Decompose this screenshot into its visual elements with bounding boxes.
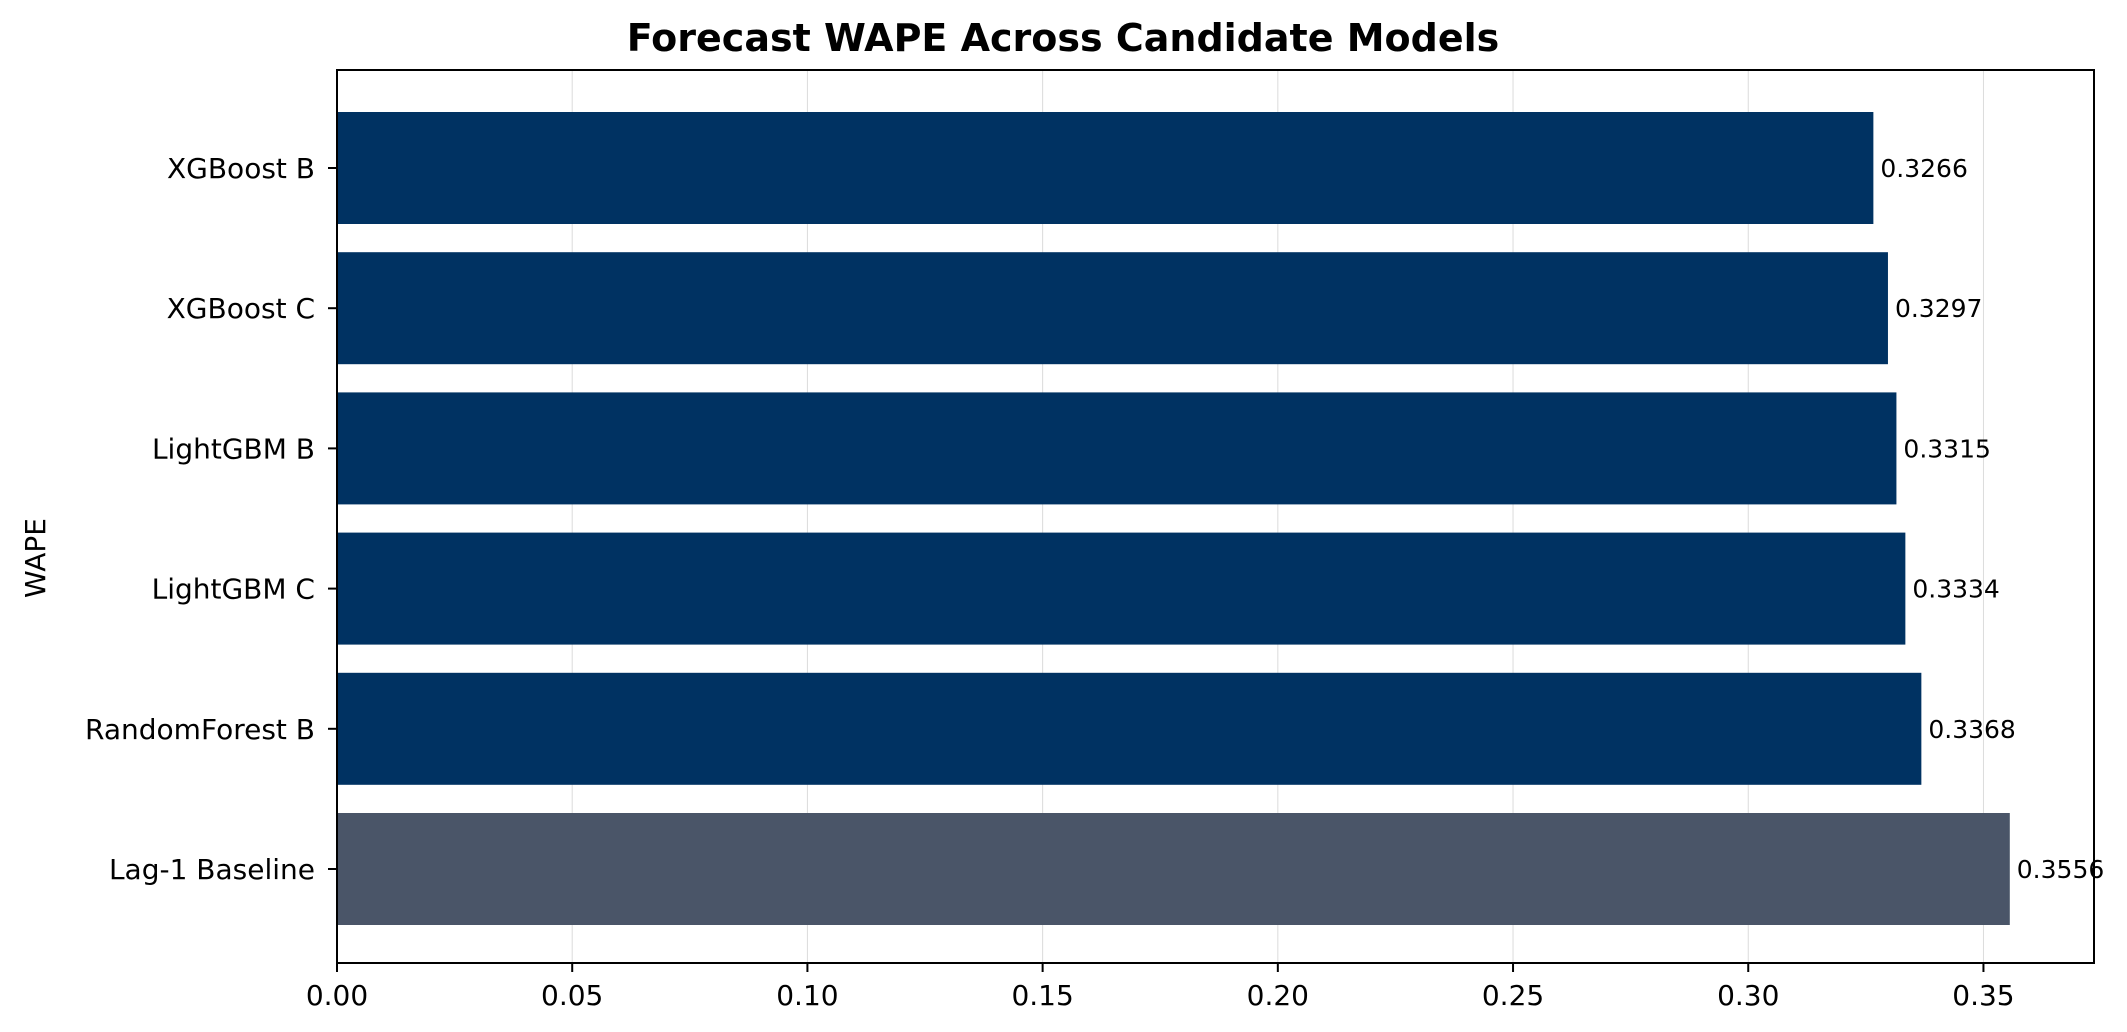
x-tick-label: 0.15 <box>1011 979 1073 1012</box>
y-tick-label: RandomForest B <box>85 713 315 746</box>
x-tick-label: 0.25 <box>1482 979 1544 1012</box>
bars <box>337 112 2010 925</box>
bar-value-label: 0.3368 <box>1928 715 2015 744</box>
plot-area-frame <box>336 69 2095 964</box>
bar <box>337 532 1906 645</box>
y-tick-label: XGBoost C <box>167 292 315 325</box>
bar-value-label: 0.3556 <box>2017 855 2104 884</box>
bar-value-label: 0.3315 <box>1903 434 1990 463</box>
chart-title: Forecast WAPE Across Candidate Models <box>627 16 1499 60</box>
x-tick-label: 0.10 <box>776 979 838 1012</box>
y-tick-label: LightGBM C <box>152 573 315 606</box>
x-tick-label: 0.05 <box>541 979 603 1012</box>
data-labels: 0.3266 0.3297 0.3315 0.3334 0.3368 0.3556 <box>1880 154 2104 884</box>
x-tick-label: 0.20 <box>1247 979 1309 1012</box>
y-axis: XGBoost B XGBoost C LightGBM B LightGBM C Ra… <box>85 152 337 886</box>
y-tick-label: LightGBM B <box>152 432 315 465</box>
bar-value-label: 0.3266 <box>1880 154 1967 183</box>
x-axis: 0.00 0.05 0.10 0.15 0.20 0.25 0.30 0.35 <box>306 963 2015 1012</box>
y-tick-label: Lag-1 Baseline <box>109 853 315 886</box>
x-tick-label: 0.00 <box>306 979 368 1012</box>
x-tick-label: 0.35 <box>1952 979 2014 1012</box>
bar <box>337 252 1888 365</box>
bar <box>337 813 2010 925</box>
y-tick-label: XGBoost B <box>167 152 315 185</box>
x-tick-label: 0.30 <box>1717 979 1779 1012</box>
bar <box>337 672 1922 785</box>
bar-value-label: 0.3334 <box>1912 575 1999 604</box>
bar <box>337 112 1874 224</box>
bar <box>337 392 1897 505</box>
bar-value-label: 0.3297 <box>1895 294 1982 323</box>
y-axis-label: WAPE <box>19 518 52 598</box>
